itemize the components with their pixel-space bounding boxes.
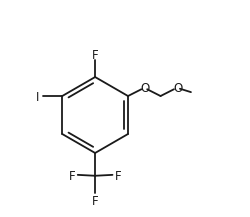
Text: O: O (172, 82, 182, 95)
Text: I: I (36, 91, 40, 104)
Text: O: O (140, 82, 149, 95)
Text: F: F (92, 195, 98, 208)
Text: F: F (114, 170, 121, 183)
Text: F: F (92, 49, 98, 62)
Text: F: F (68, 170, 75, 183)
